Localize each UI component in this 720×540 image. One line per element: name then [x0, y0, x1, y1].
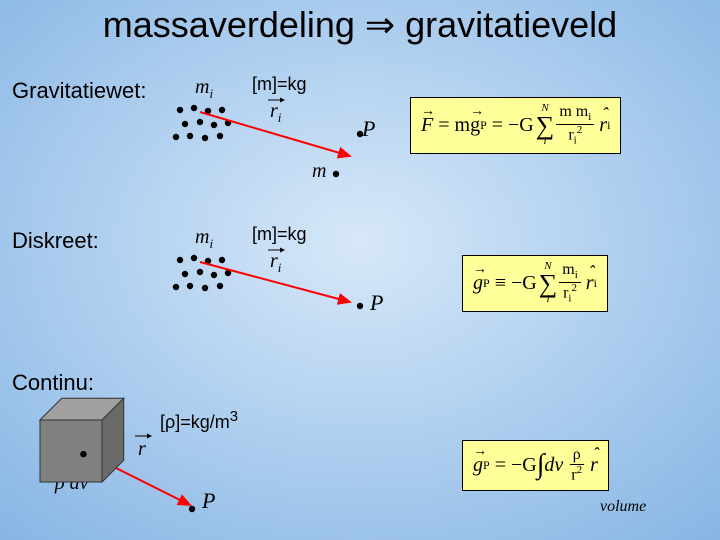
point-P-grav: [357, 131, 363, 137]
dots-cluster-grav: [173, 105, 231, 141]
point-P-cont: [189, 506, 195, 512]
dots-cluster-disk: [173, 255, 231, 291]
volume-cube: [40, 398, 124, 482]
vector-arrow-grav: [200, 112, 350, 156]
point-P-disk: [357, 303, 363, 309]
vector-arrow-disk: [200, 262, 350, 302]
diagram-layer: [0, 0, 720, 540]
point-m: [333, 171, 339, 177]
slide-root: massaverdeling ⇒ gravitatieveld Gravitat…: [0, 0, 720, 540]
